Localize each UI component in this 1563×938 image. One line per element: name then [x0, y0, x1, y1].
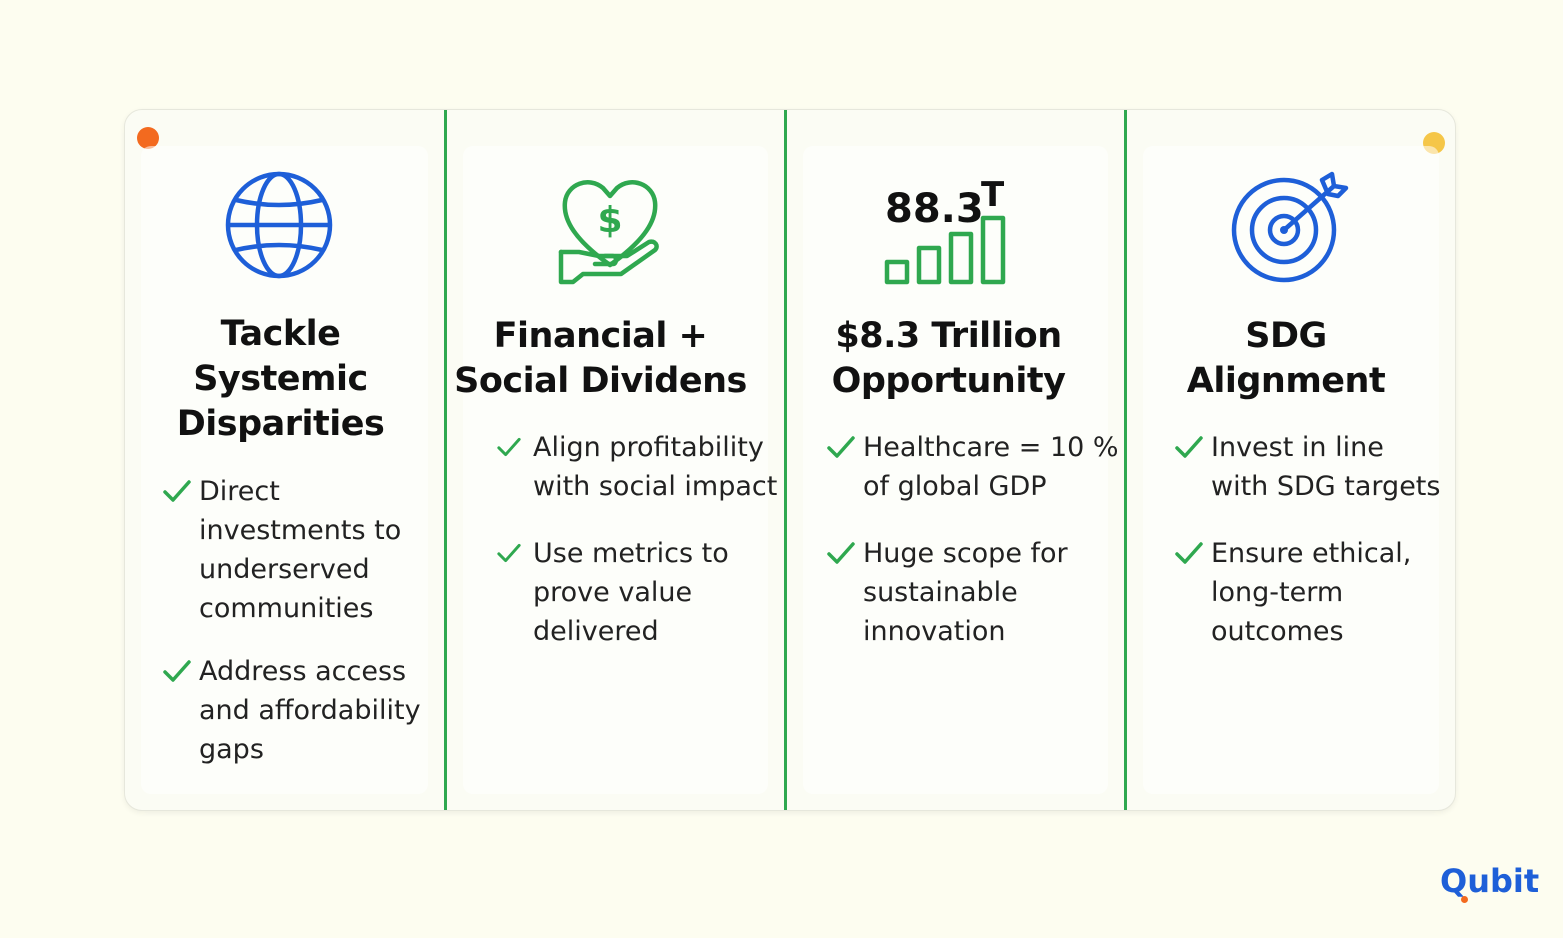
check-icon: [497, 437, 521, 457]
logo-dot: [1461, 896, 1468, 903]
list-item: Direct investments to underserved commun…: [163, 472, 444, 628]
growth-bar-chart-icon: 88.3 T: [787, 170, 1124, 290]
column-heading: Tackle Systemic Disparities: [176, 314, 385, 444]
column-divider: [1124, 110, 1127, 810]
bullet-list: Direct investments to underserved commun…: [163, 472, 444, 797]
column-heading: Financial + Social Dividens: [454, 316, 747, 401]
list-item: Use metrics to prove value delivered: [497, 534, 784, 651]
column-divider: [444, 110, 447, 810]
decor-dot-orange: [137, 127, 159, 149]
column-systemic-disparities: Tackle Systemic Disparities Direct inves…: [125, 110, 444, 810]
bullet-list: Align profitability with social impact U…: [497, 428, 784, 679]
check-icon: [163, 660, 191, 682]
check-icon: [163, 480, 191, 502]
check-icon: [497, 543, 521, 563]
icon-number: 88.3: [885, 186, 984, 232]
bullet-list: Healthcare = 10 % of global GDP Huge sco…: [827, 428, 1124, 679]
column-panel: [141, 146, 428, 794]
column-financial-social: $ Financial + Social Dividens Align prof…: [447, 110, 784, 810]
list-item: Address access and affordability gaps: [163, 652, 444, 769]
qubit-logo: Qubit: [1440, 862, 1539, 906]
check-icon: [1175, 436, 1203, 458]
column-divider: [784, 110, 787, 810]
check-icon: [827, 436, 855, 458]
icon-number-suffix: T: [981, 175, 1005, 215]
heart-dollar-hand-icon: $: [447, 170, 784, 290]
column-heading: SDG Alignment: [1186, 316, 1386, 401]
info-card: Tackle Systemic Disparities Direct inves…: [124, 109, 1456, 811]
column-trillion-opportunity: 88.3 T $8.3 Trillion Opportunity Healthc…: [787, 110, 1124, 810]
list-item: Align profitability with social impact: [497, 428, 784, 506]
column-panel: [803, 146, 1108, 794]
list-item: Invest in line with SDG targets: [1175, 428, 1455, 506]
column-heading: $8.3 Trillion Opportunity: [831, 316, 1066, 401]
list-item: Healthcare = 10 % of global GDP: [827, 428, 1124, 506]
svg-text:$: $: [597, 200, 622, 241]
check-icon: [1175, 542, 1203, 564]
bullet-list: Invest in line with SDG targets Ensure e…: [1175, 428, 1455, 679]
column-sdg-alignment: SDG Alignment Invest in line with SDG ta…: [1127, 110, 1455, 810]
globe-icon: [125, 170, 444, 290]
list-item: Huge scope for sustainable innovation: [827, 534, 1124, 651]
check-icon: [827, 542, 855, 564]
column-panel: [1143, 146, 1439, 794]
target-arrow-icon: [1127, 170, 1455, 290]
list-item: Ensure ethical, long-term outcomes: [1175, 534, 1455, 651]
